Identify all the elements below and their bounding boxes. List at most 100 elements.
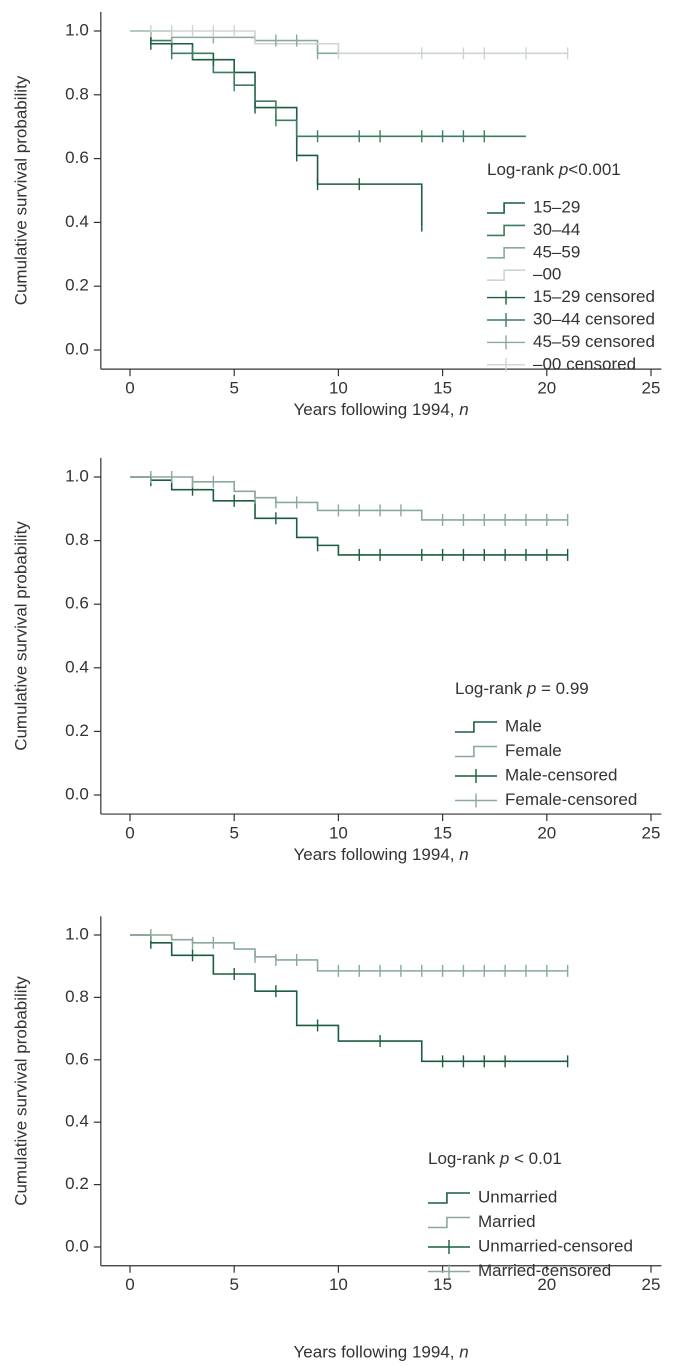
y-tick-label: 0.6 [65,148,89,167]
legend-label: –00 [533,265,561,284]
y-tick-label: 0.4 [65,657,89,676]
x-tick-label: 15 [433,1275,452,1294]
x-tick-label: 15 [433,824,452,843]
legend-icon [428,1192,470,1204]
x-axis-label: Years following 1994, n [294,401,469,420]
annotation-part: p [526,679,536,698]
annotation-part: Log-rank [455,679,527,698]
y-tick-label: 0.2 [65,276,89,295]
annotation-part: Log-rank [428,1149,500,1168]
x-axis-label-part: n [459,401,468,420]
y-axis-label: Cumulative survival probability [11,521,30,751]
x-axis-label: Years following 1994, n [294,846,469,865]
annotation-part: <0.001 [568,160,620,179]
x-axis-label-part: Years following 1994, [294,846,460,865]
survival-curve [130,934,568,1063]
y-tick-label: 0.4 [65,1112,89,1131]
annotation: Log-rank p = 0.99 [455,679,589,698]
y-tick-label: 0.8 [65,987,89,1006]
y-tick-label: 1.0 [65,466,89,485]
x-tick-label: 25 [642,1275,661,1294]
legend-icon [428,1216,470,1229]
y-tick-label: 1.0 [65,20,89,39]
legend-icon [455,793,497,808]
annotation: Log-rank p < 0.01 [428,1149,562,1168]
x-tick-label: 5 [229,824,238,843]
y-tick-label: 0.4 [65,212,89,231]
y-tick-label: 0.6 [65,594,89,613]
legend-label: 15–29 censored [533,287,655,306]
legend-icon [487,313,525,327]
x-tick-label: 0 [125,1275,134,1294]
survival-curve [130,476,568,521]
legend-label: 30–44 [533,220,580,239]
x-tick-label: 25 [642,379,661,398]
x-tick-label: 10 [329,824,348,843]
x-axis-label-part: n [459,1343,468,1362]
annotation-part: p [499,1149,509,1168]
survival-curve [130,30,423,226]
y-tick-label: 0.0 [65,1236,89,1255]
legend-label: 45–59 [533,242,580,261]
annotation-part: Log-rank [487,160,559,179]
y-axis-label: Cumulative survival probability [11,75,30,305]
y-axis-label: Cumulative survival probability [11,976,30,1206]
legend-label: Unmarried-censored [478,1236,633,1255]
annotation: Log-rank p<0.001 [487,160,621,179]
y-tick-label: 0.0 [65,784,89,803]
x-tick-label: 10 [329,1275,348,1294]
legend-icon [428,1240,470,1254]
annotation-part: p [558,160,568,179]
legend-icon [487,247,525,259]
legend-icon [455,721,497,733]
y-tick-label: 0.0 [65,339,89,358]
y-tick-label: 0.8 [65,530,89,549]
x-tick-label: 20 [537,1275,556,1294]
legend-icon [487,290,525,305]
legend-icon [487,269,525,281]
legend-label: Male [505,716,542,735]
legend-label: Female [505,741,562,760]
x-tick-label: 20 [537,379,556,398]
annotation-part: < 0.01 [509,1149,561,1168]
y-tick-label: 0.2 [65,1174,89,1193]
x-tick-label: 5 [229,379,238,398]
survival-curve [130,476,568,556]
legend-icon [487,335,525,350]
annotation-part: = 0.99 [536,679,588,698]
legend-icon [428,1264,470,1279]
x-tick-label: 10 [329,379,348,398]
y-tick-label: 0.2 [65,721,89,740]
legend-label: Married-censored [478,1261,611,1280]
legend-label: –00 censored [533,354,636,373]
legend-label: Male-censored [505,765,617,784]
x-tick-label: 25 [642,824,661,843]
legend-label: Unmarried [478,1187,557,1206]
legend-label: 30–44 censored [533,309,655,328]
survival-curve [130,30,526,138]
y-tick-label: 0.8 [65,84,89,103]
x-axis-label-part: Years following 1994, [294,1343,460,1362]
legend-label: 45–59 censored [533,332,655,351]
survival-curve [130,30,568,55]
survival-curve [130,934,568,972]
legend-icon [487,224,525,237]
x-tick-label: 0 [125,379,134,398]
x-tick-label: 5 [229,1275,238,1294]
legend-label: Married [478,1212,536,1231]
x-tick-label: 0 [125,824,134,843]
legend-label: 15–29 [533,197,580,216]
x-axis-label: Years following 1994, n [294,1343,469,1362]
legend-icon [487,357,525,372]
x-axis-label-part: n [459,846,468,865]
legend-icon [455,769,497,783]
x-tick-label: 20 [537,824,556,843]
y-tick-label: 1.0 [65,924,89,943]
legend-icon [487,202,525,214]
legend-label: Female-censored [505,790,637,809]
legend-icon [455,745,497,758]
x-axis-label-part: Years following 1994, [294,401,460,420]
x-tick-label: 15 [433,379,452,398]
y-tick-label: 0.6 [65,1049,89,1068]
